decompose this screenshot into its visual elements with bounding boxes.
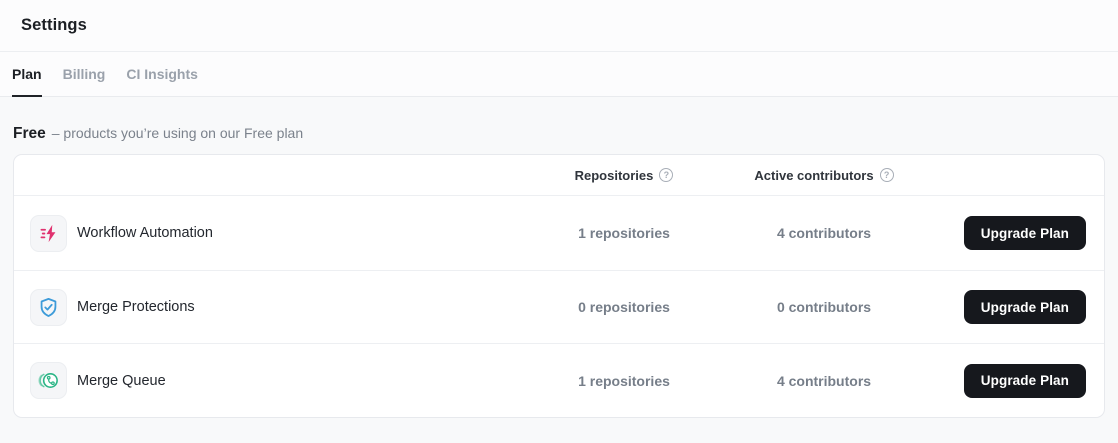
action-cell: Upgrade Plan bbox=[934, 290, 1104, 324]
repositories-value: 1 repositories bbox=[578, 372, 670, 389]
plan-description: – products you’re using on our Free plan bbox=[51, 125, 304, 141]
upgrade-plan-button[interactable]: Upgrade Plan bbox=[963, 363, 1086, 398]
contributors-value: 0 contributors bbox=[776, 299, 872, 315]
repositories-value: 1 repositories bbox=[578, 225, 670, 241]
page-title: Settings bbox=[21, 16, 87, 34]
table-header-row: Repositories ? Active contributors ? bbox=[14, 155, 1104, 196]
product-name: Merge Protections bbox=[77, 299, 195, 315]
column-header-active-contributors: Active contributors ? bbox=[714, 168, 934, 183]
column-header-label: Repositories bbox=[574, 167, 654, 183]
products-table-card: Repositories ? Active contributors ? bbox=[13, 154, 1105, 418]
plan-name: Free bbox=[13, 125, 46, 142]
table-row-workflow-automation: Workflow Automation 1 repositories 4 con… bbox=[14, 196, 1104, 271]
upgrade-plan-button[interactable]: Upgrade Plan bbox=[963, 216, 1086, 250]
product-name: Merge Queue bbox=[77, 372, 166, 389]
action-cell: Upgrade Plan bbox=[934, 363, 1104, 398]
tab-billing[interactable]: Billing bbox=[62, 65, 106, 82]
product-cell: Workflow Automation bbox=[14, 214, 534, 252]
main-content: Free – products you’re using on our Free… bbox=[0, 125, 1118, 418]
page-header: Settings bbox=[0, 0, 1118, 52]
merge-queue-stacked-circles-icon bbox=[30, 362, 67, 399]
column-header-label: Active contributors bbox=[754, 167, 874, 183]
column-header-repositories: Repositories ? bbox=[534, 168, 714, 183]
plan-summary: Free – products you’re using on our Free… bbox=[13, 125, 1105, 143]
settings-tabbar: Plan Billing CI Insights bbox=[0, 52, 1118, 97]
action-cell: Upgrade Plan bbox=[934, 216, 1104, 250]
contributors-value: 4 contributors bbox=[776, 225, 872, 241]
table-row-merge-queue: Merge Queue 1 repositories 4 contributor… bbox=[14, 344, 1104, 417]
contributors-value: 4 contributors bbox=[776, 372, 872, 389]
question-circle-icon[interactable]: ? bbox=[879, 168, 894, 182]
upgrade-plan-button[interactable]: Upgrade Plan bbox=[963, 290, 1086, 324]
workflow-automation-lightning-icon bbox=[30, 214, 67, 252]
product-cell: Merge Queue bbox=[14, 362, 534, 399]
product-cell: Merge Protections bbox=[14, 288, 534, 326]
question-circle-icon[interactable]: ? bbox=[659, 168, 674, 182]
repositories-value: 0 repositories bbox=[578, 299, 670, 315]
tab-plan[interactable]: Plan bbox=[12, 52, 42, 97]
product-name: Workflow Automation bbox=[77, 225, 213, 241]
tab-ci-insights[interactable]: CI Insights bbox=[126, 65, 198, 82]
shield-check-icon bbox=[30, 288, 67, 326]
table-row-merge-protections: Merge Protections 0 repositories 0 contr… bbox=[14, 271, 1104, 344]
